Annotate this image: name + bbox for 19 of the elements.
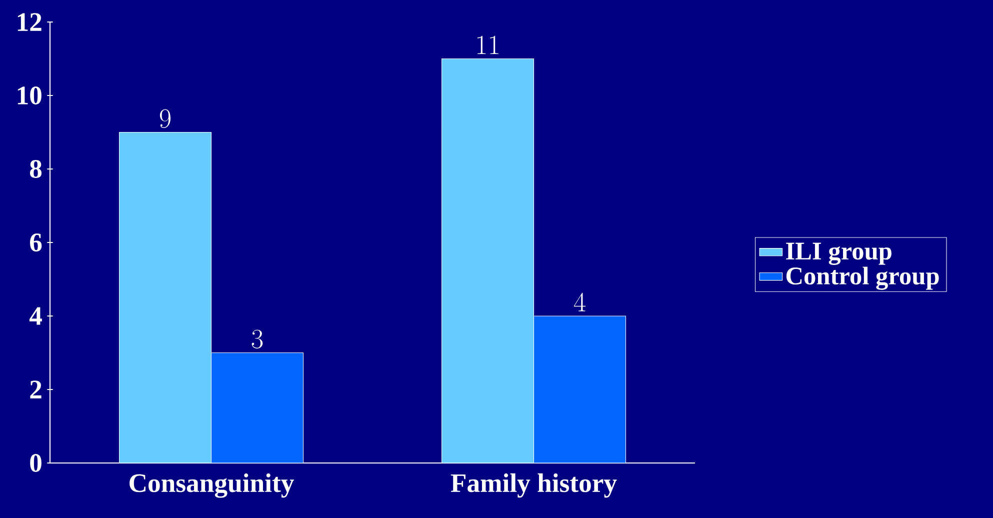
data-label: 9	[160, 109, 171, 128]
bar	[210, 352, 304, 463]
y-tick-label: 8	[30, 160, 42, 178]
bar	[533, 316, 626, 463]
x-tick-label: Consanguinity	[130, 473, 294, 498]
y-tick-label: 2	[30, 380, 42, 398]
bar	[118, 132, 212, 463]
legend-label: Control group	[786, 266, 939, 290]
y-tick-label: 10	[18, 86, 42, 104]
x-tick-label: Family history	[450, 473, 617, 498]
y-tick-label: 4	[29, 307, 42, 325]
data-label: 11	[477, 36, 498, 54]
bar	[441, 58, 534, 463]
y-tick-label: 6	[30, 234, 42, 252]
y-tick-label: 12	[18, 13, 42, 31]
data-label: 3	[252, 330, 263, 348]
data-label: 4	[574, 292, 586, 312]
y-tick-label: 0	[30, 454, 42, 472]
legend-label: ILI group	[786, 242, 892, 265]
